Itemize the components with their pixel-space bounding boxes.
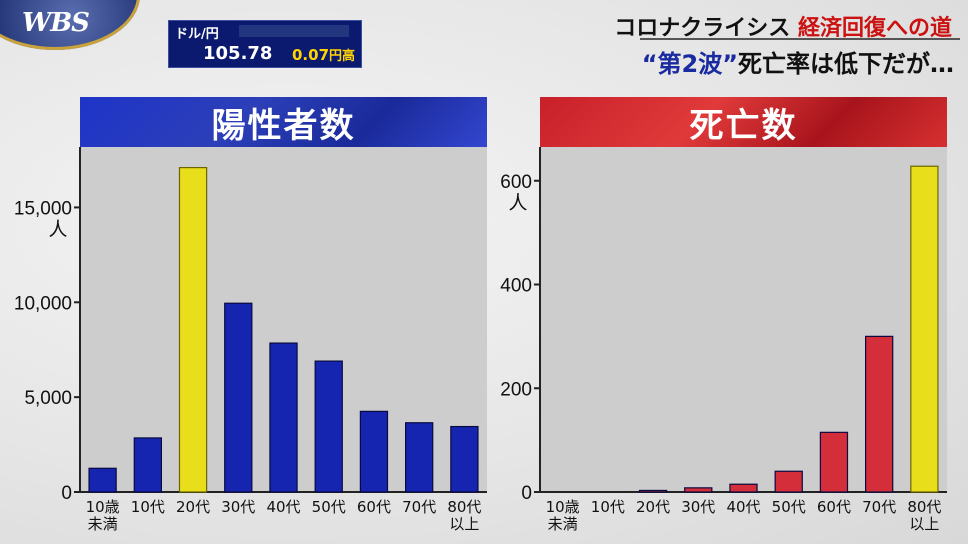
headline-subtitle: “第2波”死亡率は低下だが… (641, 50, 954, 78)
deaths-bar (910, 165, 939, 493)
positives-bar (133, 437, 162, 493)
deaths-chart-title: 死亡数 (540, 97, 947, 147)
headline-divider (640, 38, 960, 40)
positives-x-tick-label: 30代 (221, 498, 255, 516)
positives-x-tick-label: 60代 (357, 498, 391, 516)
positives-x-tick-label: 以上 (449, 515, 479, 533)
positives-bar (178, 166, 208, 493)
deaths-x-tick-label: 10代 (591, 498, 625, 516)
deaths-x-tick-label: 80代 (907, 498, 941, 516)
ticker-change: 0.07円高 (292, 46, 356, 64)
positives-bar (314, 360, 343, 493)
deaths-x-tick-label: 以上 (909, 515, 939, 533)
deaths-bar (729, 483, 758, 493)
positives-x-tick-label: 80代 (447, 498, 481, 516)
ticker-pair: ドル/円 (175, 27, 219, 42)
positives-bar (269, 342, 298, 493)
deaths-x-tick-label: 10歳 (546, 498, 580, 516)
deaths-x-tick-label: 未満 (548, 515, 578, 533)
positives-chart-title: 陽性者数 (80, 97, 487, 147)
positives-x-tick-label: 70代 (402, 498, 436, 516)
deaths-y-tick-label: 400 (500, 276, 532, 297)
positives-bar (450, 425, 479, 493)
deaths-bar (684, 487, 713, 493)
deaths-x-tick-label: 50代 (772, 498, 806, 516)
positives-bar (405, 422, 434, 493)
positives-x-tick-label: 40代 (266, 498, 300, 516)
logo: WBS (22, 8, 90, 38)
deaths-y-tick-label: 0 (521, 483, 532, 504)
positives-x-tick-label: 10歳 (86, 498, 120, 516)
deaths-x-tick-label: 20代 (636, 498, 670, 516)
currency-ticker: ドル/円 105.78 0.07円高 (168, 20, 362, 68)
positives-bar (224, 302, 253, 493)
positives-y-tick-label: 5,000 (24, 388, 72, 409)
positives-x-tick-label: 未満 (88, 515, 118, 533)
positives-x-tick-label: 50代 (312, 498, 346, 516)
deaths-x-tick-label: 60代 (817, 498, 851, 516)
positives-x-tick-label: 20代 (176, 498, 210, 516)
deaths-bar (819, 431, 849, 493)
deaths-y-tick-label: 200 (500, 379, 532, 400)
positives-y-tick-label: 10,000 (14, 293, 72, 314)
positives-x-tick-label: 10代 (131, 498, 165, 516)
positives-bar (359, 410, 389, 493)
positives-y-tick-label: 15,000 (14, 198, 72, 219)
deaths-bar (864, 335, 894, 493)
deaths-unit-label: 人 (508, 192, 527, 214)
deaths-x-tick-label: 30代 (681, 498, 715, 516)
deaths-y-tick-label: 600 (500, 172, 532, 193)
deaths-bar (638, 489, 668, 493)
ticker-price: 105.78 (203, 43, 273, 64)
positives-bar (88, 467, 117, 493)
deaths-bar (774, 470, 803, 493)
series-title: コロナクライシス 経済回復への道 (614, 16, 952, 41)
sparkline-icon (239, 25, 349, 37)
positives-y-tick-label: 0 (61, 483, 72, 504)
deaths-x-tick-label: 70代 (862, 498, 896, 516)
deaths-x-tick-label: 40代 (726, 498, 760, 516)
positives-unit-label: 人 (48, 218, 67, 240)
